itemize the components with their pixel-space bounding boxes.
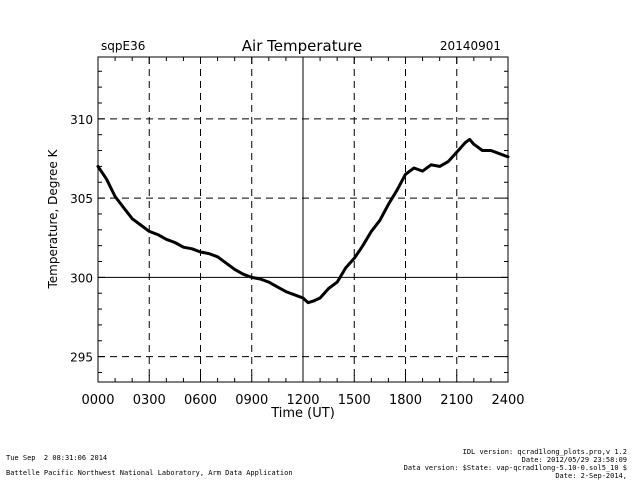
data-point — [489, 149, 493, 152]
y-tick-label-300: 300 — [70, 271, 93, 285]
data-point — [173, 241, 177, 244]
footer-data-version: Data version: $State: vap-qcrad1long-5.1… — [403, 464, 627, 472]
data-point — [190, 247, 194, 251]
data-point — [344, 266, 347, 270]
x-tick-label-0900: 0900 — [235, 393, 268, 408]
data-point — [481, 149, 484, 152]
data-point — [361, 244, 364, 247]
date-label: 20140901 — [440, 39, 501, 53]
data-point — [105, 177, 108, 181]
data-point — [165, 238, 168, 241]
data-point — [438, 165, 441, 168]
data-point — [455, 150, 458, 154]
data-point — [250, 276, 253, 279]
data-point — [327, 287, 330, 290]
data-point — [148, 230, 151, 233]
data-point — [224, 261, 228, 265]
data-point — [464, 141, 467, 144]
data-point — [276, 285, 279, 289]
site-label: sqpE36 — [101, 39, 145, 53]
data-point — [498, 152, 501, 155]
data-point — [378, 219, 382, 222]
x-tick-label-2400: 2400 — [491, 393, 524, 408]
data-point — [199, 250, 202, 254]
footer-idl-version: IDL version: qcrad1long_plots.pro,v 1.2 — [462, 448, 627, 456]
footer-organization: Battelle Pacific Northwest National Labo… — [6, 469, 293, 477]
data-point — [156, 233, 159, 236]
x-axis-title: Time (UT) — [270, 406, 335, 421]
y-tick-label-305: 305 — [70, 192, 93, 206]
y-axis-title: Temperature, Degree K — [46, 148, 60, 289]
data-point — [335, 280, 339, 284]
data-series — [96, 137, 510, 305]
data-point — [318, 296, 322, 300]
data-point — [207, 252, 211, 255]
data-point — [122, 206, 125, 209]
data-point — [429, 163, 433, 167]
x-tick-label-1800: 1800 — [389, 393, 422, 408]
data-point — [387, 203, 390, 206]
data-point — [113, 195, 117, 198]
data-point — [412, 166, 416, 170]
data-point — [139, 223, 142, 227]
footer-date-2: Date: 2-Sep-2014, — [555, 472, 627, 480]
data-point — [233, 268, 236, 271]
x-tick-label-0300: 0300 — [133, 393, 166, 408]
x-tick-label-1200: 1200 — [286, 393, 319, 408]
data-point — [267, 280, 271, 284]
data-point — [216, 255, 219, 258]
x-tick-label-0600: 0600 — [184, 393, 217, 408]
data-point — [242, 272, 245, 276]
data-point — [259, 277, 262, 281]
x-tick-label-1500: 1500 — [338, 393, 371, 408]
data-point — [404, 173, 407, 176]
data-point — [447, 160, 450, 163]
footer-timestamp: Tue Sep 2 08:31:06 2014 — [6, 454, 108, 462]
axis-ticks — [97, 57, 509, 382]
data-point — [130, 217, 134, 220]
data-point — [421, 169, 424, 173]
y-tick-label-310: 310 — [70, 113, 93, 127]
y-tick-label-295: 295 — [70, 351, 93, 365]
footer-date: Date: 2012/05/29 23:58:09 — [521, 456, 627, 464]
tick-labels: 0000 0300 0600 0900 1200 1500 1800 2100 2400 295 3… — [70, 113, 524, 408]
data-point — [306, 301, 310, 304]
chart-title: Air Temperature — [242, 37, 362, 55]
data-point — [395, 188, 399, 192]
data-point — [312, 299, 315, 303]
grid-lines — [98, 57, 508, 382]
data-point — [293, 293, 296, 297]
data-point — [468, 138, 471, 141]
data-point — [472, 142, 476, 146]
data-point — [353, 257, 356, 260]
data-point — [182, 246, 185, 249]
data-point — [301, 296, 305, 300]
data-point — [370, 230, 373, 233]
data-point — [284, 290, 288, 293]
x-tick-label-0000: 0000 — [81, 393, 114, 408]
x-tick-label-2100: 2100 — [440, 393, 473, 408]
